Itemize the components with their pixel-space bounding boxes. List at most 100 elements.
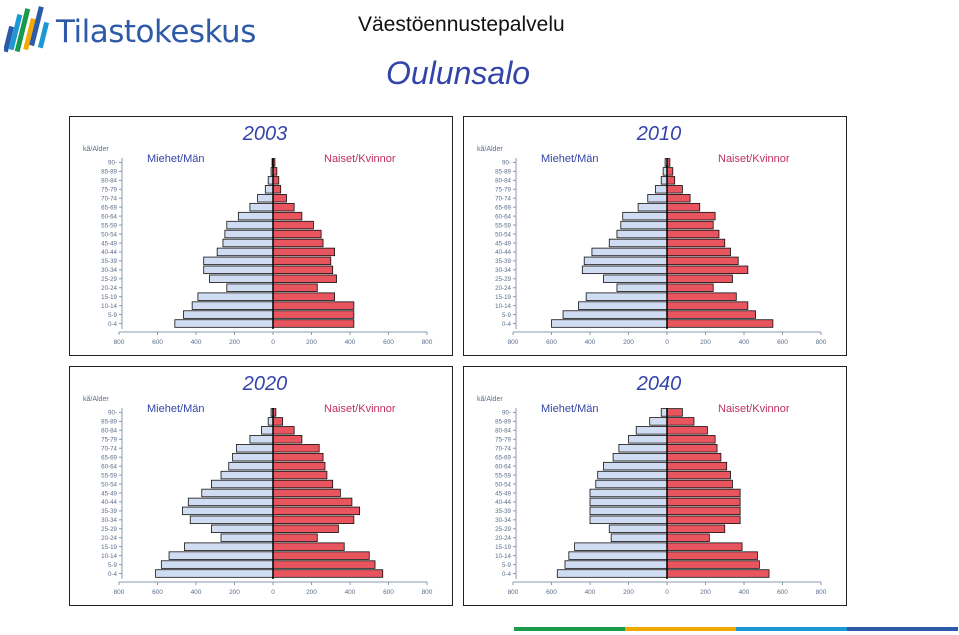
men-bar — [595, 479, 668, 489]
age-label: 35-39 — [101, 508, 117, 515]
footer-segment-yellow — [625, 627, 736, 631]
women-bar — [666, 452, 722, 462]
women-bar — [272, 229, 322, 239]
women-bar — [666, 247, 731, 257]
women-bar — [666, 461, 728, 471]
footer-color-bar — [514, 627, 958, 631]
men-bar — [660, 176, 668, 185]
footer-segment-green — [514, 627, 625, 631]
x-tick-label: 800 — [114, 589, 125, 596]
men-bar — [203, 256, 274, 266]
age-label: 40-44 — [495, 499, 511, 506]
men-bar — [589, 506, 668, 516]
men-bar — [191, 301, 274, 310]
chart-title: 2020 — [242, 373, 288, 395]
men-bar — [224, 229, 274, 239]
age-label: 5-9 — [502, 562, 512, 569]
x-tick-label: 200 — [306, 589, 317, 596]
men-bar — [637, 202, 668, 212]
men-bar — [603, 274, 668, 283]
men-bar — [589, 515, 668, 525]
chart-title: 2040 — [636, 373, 682, 395]
men-bar — [589, 488, 668, 498]
brand-name: Tilastokeskus — [56, 14, 256, 50]
age-label: 60-64 — [101, 213, 117, 220]
women-bar — [272, 560, 376, 569]
men-bar — [182, 506, 274, 516]
women-bar — [272, 283, 318, 292]
logo-mark-icon — [2, 6, 50, 53]
men-bar — [236, 444, 274, 453]
men-bar — [608, 524, 668, 533]
women-bar — [666, 319, 774, 328]
x-tick-label: 800 — [816, 339, 827, 346]
women-bar — [666, 238, 726, 248]
men-bar — [160, 560, 274, 569]
men-bar — [620, 220, 668, 230]
age-label: 80-84 — [495, 428, 511, 435]
x-tick-label: 600 — [383, 339, 394, 346]
women-bar — [272, 202, 295, 212]
women-bar — [272, 569, 384, 578]
women-bar — [272, 479, 334, 489]
age-label: 90- — [502, 160, 511, 167]
age-label: 70-74 — [495, 446, 511, 453]
age-label: 60-64 — [495, 213, 511, 220]
women-bar — [272, 247, 335, 257]
age-label: 40-44 — [495, 249, 511, 256]
women-bar — [666, 444, 718, 453]
age-label: 80-84 — [495, 178, 511, 185]
women-bar — [272, 497, 353, 507]
age-label: 55-59 — [495, 472, 511, 479]
men-bar — [264, 185, 274, 194]
women-label: Naiset/Kvinnor — [718, 153, 790, 165]
x-tick-label: 600 — [546, 339, 557, 346]
women-bar — [666, 551, 758, 560]
age-label: 75-79 — [101, 437, 117, 444]
women-label: Naiset/Kvinnor — [718, 403, 790, 415]
age-label: 45-49 — [495, 240, 511, 247]
men-label: Miehet/Män — [147, 403, 204, 415]
men-bar — [232, 452, 274, 462]
men-bar — [210, 479, 274, 489]
unit-label: kã/Alder — [83, 146, 109, 153]
women-bar — [272, 488, 341, 498]
x-tick-label: 200 — [229, 339, 240, 346]
women-bar — [666, 265, 749, 275]
women-label: Naiset/Kvinnor — [324, 153, 396, 165]
age-label: 10-14 — [101, 553, 117, 560]
age-label: 15-19 — [495, 294, 511, 301]
age-label: 55-59 — [101, 472, 117, 479]
men-bar — [261, 426, 274, 435]
men-bar — [581, 265, 668, 275]
women-bar — [272, 515, 355, 525]
x-tick-label: 400 — [345, 589, 356, 596]
men-bar — [184, 542, 274, 551]
women-bar — [272, 301, 355, 310]
x-tick-label: 200 — [700, 589, 711, 596]
women-bar — [666, 229, 720, 239]
x-tick-label: 400 — [585, 589, 596, 596]
age-label: 80-84 — [101, 428, 117, 435]
pyramid-panel-2040: 2040 kã/Alder Miehet/Män Naiset/Kvinnor 0-4 5… — [463, 366, 847, 606]
women-label: Naiset/Kvinnor — [324, 403, 396, 415]
women-bar — [272, 533, 318, 542]
women-bar — [666, 533, 710, 542]
men-bar — [616, 229, 668, 239]
pyramid-panel-2020: 2020 kã/Alder Miehet/Män Naiset/Kvinnor 0-4 5… — [69, 366, 453, 606]
men-bar — [168, 551, 274, 560]
men-bar — [591, 247, 668, 257]
age-label: 70-74 — [495, 196, 511, 203]
age-label: 75-79 — [495, 187, 511, 194]
men-bar — [583, 256, 668, 266]
age-label: 45-49 — [101, 240, 117, 247]
men-bar — [203, 265, 274, 275]
age-label: 50-54 — [495, 481, 511, 488]
unit-label: kã/Alder — [477, 396, 503, 403]
age-label: 25-29 — [495, 526, 511, 533]
men-label: Miehet/Män — [147, 153, 204, 165]
women-bar — [666, 417, 695, 426]
age-label: 75-79 — [495, 437, 511, 444]
age-label: 35-39 — [101, 258, 117, 265]
women-bar — [666, 569, 770, 578]
